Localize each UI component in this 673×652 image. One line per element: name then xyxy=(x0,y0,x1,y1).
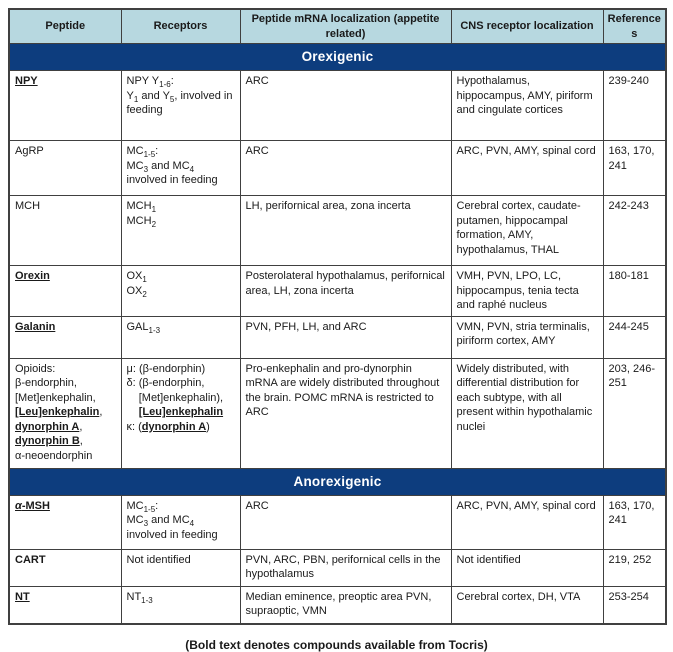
cell-mrna: ARC xyxy=(239,140,452,197)
cell-mrna: ARC xyxy=(239,494,452,550)
section-header-orexigenic: Orexigenic xyxy=(8,43,667,72)
cell-mrna: Posterolateral hypothalamus, perifornica… xyxy=(239,265,452,317)
col-header-references: References xyxy=(602,8,667,45)
cell-receptors: MC1-5: MC3 and MC4 involved in feeding xyxy=(120,494,241,550)
cell-receptors: MCH1 MCH2 xyxy=(120,195,241,267)
cell-peptide: NPY xyxy=(8,70,122,142)
cell-mrna: PVN, ARC, PBN, perifornical cells in the… xyxy=(239,548,452,587)
table-row: CART Not identified PVN, ARC, PBN, perifor… xyxy=(8,548,667,587)
cell-refs: 180-181 xyxy=(602,265,667,317)
cell-mrna: ARC xyxy=(239,70,452,142)
cell-receptors: OX1 OX2 xyxy=(120,265,241,317)
cell-receptors: μ: (β-endorphin) δ: (β-endorphin, [Met]en… xyxy=(120,357,241,469)
cell-peptide: Orexin xyxy=(8,265,122,317)
cell-mrna: Median eminence, preoptic area PVN, supr… xyxy=(239,585,452,625)
cell-refs: 242-243 xyxy=(602,195,667,267)
cell-refs: 244-245 xyxy=(602,315,667,359)
cell-refs: 219, 252 xyxy=(602,548,667,587)
col-header-cns-localization: CNS receptor localization xyxy=(450,8,604,45)
cell-mrna: Pro-enkephalin and pro-dynorphin mRNA ar… xyxy=(239,357,452,469)
cell-cns: ARC, PVN, AMY, spinal cord xyxy=(450,140,604,197)
table-row: NT NT1-3 Median eminence, preoptic area PV… xyxy=(8,585,667,625)
col-header-receptors: Receptors xyxy=(120,8,241,45)
cell-peptide: CART xyxy=(8,548,122,587)
cell-refs: 163, 170, 241 xyxy=(602,140,667,197)
table-row: α-MSH MC1-5: MC3 and MC4 involved in feedi… xyxy=(8,494,667,550)
cell-refs: 163, 170, 241 xyxy=(602,494,667,550)
cell-refs: 253-254 xyxy=(602,585,667,625)
table-row: Galanin GAL1-3 PVN, PFH, LH, and ARC VMN, P… xyxy=(8,315,667,359)
table-row: AgRP MC1-5: MC3 and MC4 involved in feedin… xyxy=(8,140,667,197)
cell-cns: Cerebral cortex, caudate-putamen, hippoc… xyxy=(450,195,604,267)
section-title: Anorexigenic xyxy=(8,467,667,496)
cell-mrna: LH, perifornical area, zona incerta xyxy=(239,195,452,267)
cell-refs: 239-240 xyxy=(602,70,667,142)
cell-receptors: GAL1-3 xyxy=(120,315,241,359)
cell-mrna: PVN, PFH, LH, and ARC xyxy=(239,315,452,359)
cell-cns: Not identified xyxy=(450,548,604,587)
cell-cns: VMH, PVN, LPO, LC, hippocampus, tenia te… xyxy=(450,265,604,317)
cell-peptide: AgRP xyxy=(8,140,122,197)
section-header-anorexigenic: Anorexigenic xyxy=(8,467,667,496)
table-row: NPY NPY Y1-6: Y1 and Y5, involved in feedi… xyxy=(8,70,667,142)
col-header-peptide: Peptide xyxy=(8,8,122,45)
cell-receptors: NPY Y1-6: Y1 and Y5, involved in feeding xyxy=(120,70,241,142)
peptide-table: Peptide Receptors Peptide mRNA localizat… xyxy=(8,8,667,626)
section-title: Orexigenic xyxy=(8,43,667,72)
cell-peptide: Galanin xyxy=(8,315,122,359)
cell-cns: Hypothalamus, hippocampus, AMY, piriform… xyxy=(450,70,604,142)
footer-note: (Bold text denotes compounds available f… xyxy=(185,638,488,652)
cell-refs: 203, 246-251 xyxy=(602,357,667,469)
cell-receptors: MC1-5: MC3 and MC4 involved in feeding xyxy=(120,140,241,197)
col-header-mrna-localization: Peptide mRNA localization (appetite rela… xyxy=(239,8,452,45)
table-row: Opioids: β-endorphin, [Met]enkephalin, [Leu… xyxy=(8,357,667,469)
cell-cns: VMN, PVN, stria terminalis, piriform cor… xyxy=(450,315,604,359)
cell-peptide: MCH xyxy=(8,195,122,267)
cell-peptide: α-MSH xyxy=(8,494,122,550)
cell-peptide: NT xyxy=(8,585,122,625)
cell-cns: Widely distributed, with differential di… xyxy=(450,357,604,469)
cell-cns: Cerebral cortex, DH, VTA xyxy=(450,585,604,625)
header-row: Peptide Receptors Peptide mRNA localizat… xyxy=(8,8,667,45)
cell-cns: ARC, PVN, AMY, spinal cord xyxy=(450,494,604,550)
cell-receptors: Not identified xyxy=(120,548,241,587)
table-row: MCH MCH1 MCH2 LH, perifornical area, zona i… xyxy=(8,195,667,267)
table-row: Orexin OX1 OX2 Posterolateral hypothalamus,… xyxy=(8,265,667,317)
cell-peptide: Opioids: β-endorphin, [Met]enkephalin, [Leu… xyxy=(8,357,122,469)
cell-receptors: NT1-3 xyxy=(120,585,241,625)
table-body: Orexigenic NPY NPY Y1-6: Y1 and Y5, involve… xyxy=(8,43,667,625)
